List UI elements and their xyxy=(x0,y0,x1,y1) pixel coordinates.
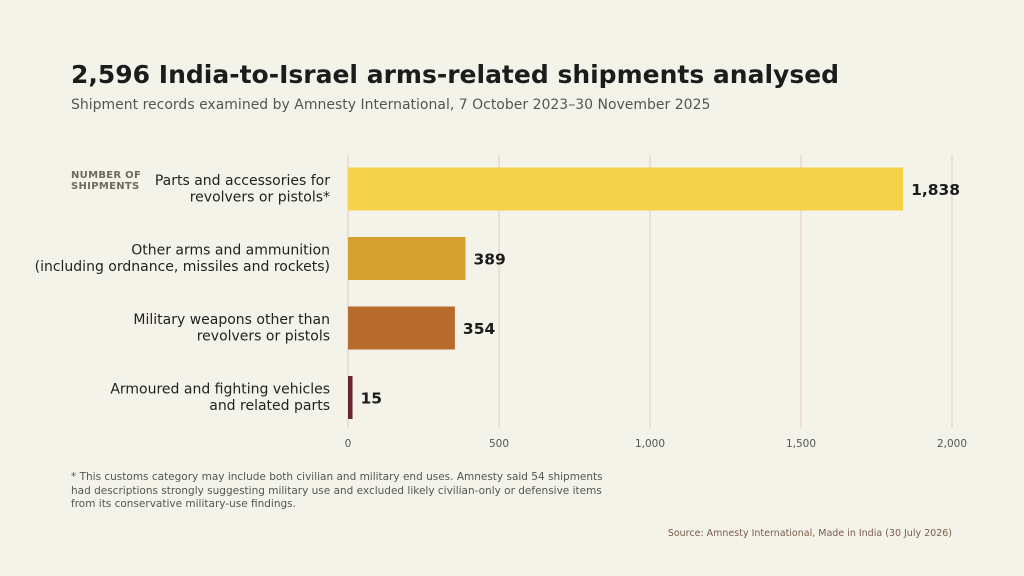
chart-title: 2,596 India-to-Israel arms-related shipm… xyxy=(71,60,840,89)
y-axis-header-line-1: NUMBER OF xyxy=(71,170,142,181)
category-label: (including ordnance, missiles and rocket… xyxy=(35,259,330,275)
x-tick-label: 1,000 xyxy=(635,438,665,450)
y-axis-header: NUMBER OF SHIPMENTS xyxy=(71,170,141,192)
y-axis-header-line-2: SHIPMENTS xyxy=(71,181,140,192)
chart-subtitle: Shipment records examined by Amnesty Int… xyxy=(71,97,711,113)
category-label: Military weapons other than xyxy=(133,312,330,328)
category-label: revolvers or pistols xyxy=(197,329,330,345)
bar-value-label: 389 xyxy=(473,251,505,269)
category-label: Parts and accessories for xyxy=(155,173,330,189)
x-tick-label: 1,500 xyxy=(786,438,816,450)
x-tick-label: 0 xyxy=(345,438,352,450)
bar xyxy=(348,376,353,419)
bar xyxy=(348,306,455,350)
category-label: and related parts xyxy=(209,398,330,414)
x-tick-label: 2,000 xyxy=(937,438,967,450)
category-label: Armoured and fighting vehicles xyxy=(110,382,330,398)
category-label: Other arms and ammunition xyxy=(131,243,330,259)
bar-value-label: 354 xyxy=(463,320,496,338)
footnote: * This customs category may include both… xyxy=(71,471,603,510)
category-label: revolvers or pistols* xyxy=(190,190,330,206)
bar xyxy=(348,237,466,280)
bar-value-label: 15 xyxy=(361,390,383,408)
bar-value-label: 1,838 xyxy=(911,181,960,199)
source-note: Source: Amnesty International, Made in I… xyxy=(667,528,952,539)
x-tick-label: 500 xyxy=(489,438,509,450)
bar xyxy=(348,167,904,211)
